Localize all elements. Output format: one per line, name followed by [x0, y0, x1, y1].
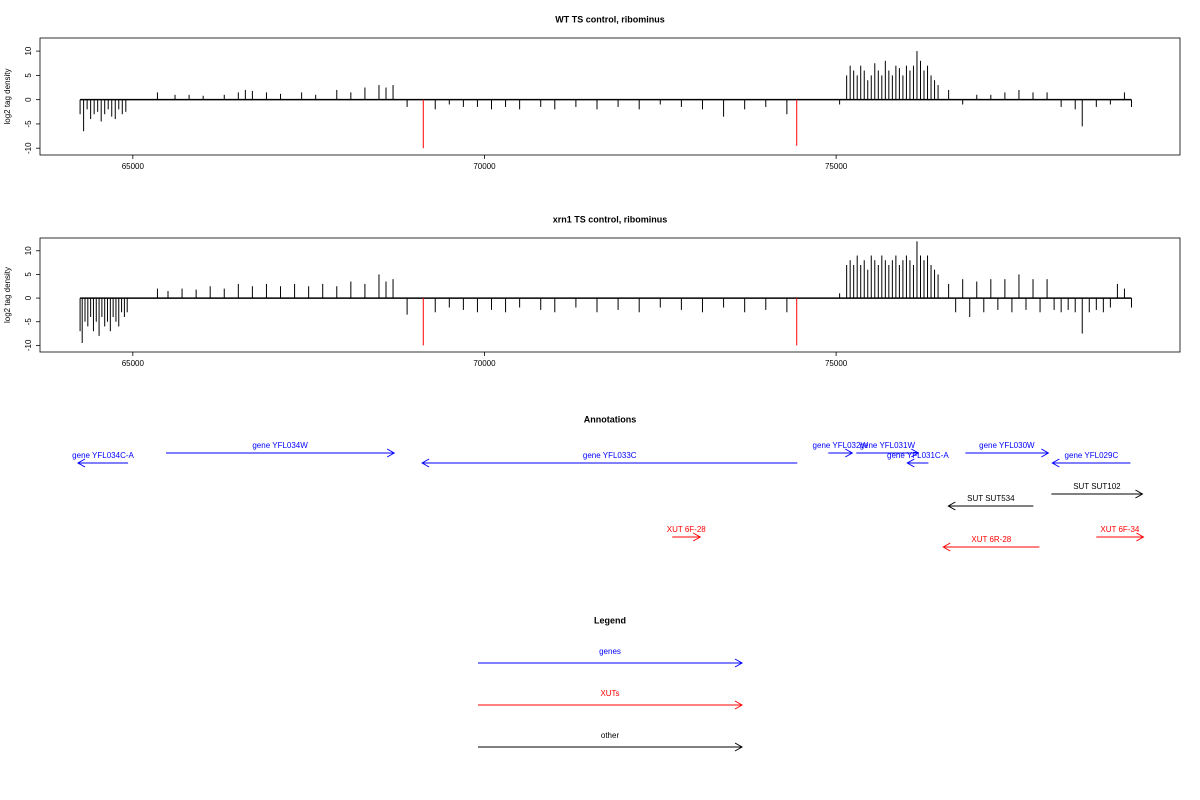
feature-label: XUT 6R-28 [971, 535, 1011, 544]
arrow-head [76, 458, 86, 468]
arrow-head [421, 458, 430, 468]
y-tick-label: 10 [24, 246, 33, 255]
feature-label: XUT 6F-28 [667, 525, 707, 534]
feature-label: gene YFL032W [813, 441, 869, 450]
feature-label: XUT 6F-34 [1100, 525, 1140, 534]
arrow-head [1051, 458, 1060, 468]
y-tick-label: -10 [24, 339, 33, 351]
feature-label: gene YFL033C [583, 451, 637, 460]
chart-title: WT TS control, ribominus [555, 14, 665, 24]
arrow-head [906, 458, 915, 468]
arrow-head [845, 448, 854, 458]
arrow-head [947, 501, 956, 511]
x-tick-label: 75000 [825, 359, 848, 368]
feature-label: gene YFL031C-A [887, 451, 949, 460]
annotations-title: Annotations [584, 414, 637, 424]
arrow-head [1135, 489, 1144, 499]
arrow-head [386, 448, 396, 458]
y-tick-label: 5 [24, 73, 33, 78]
x-tick-label: 65000 [122, 162, 145, 171]
y-tick-label: 0 [24, 295, 33, 300]
y-tick-label: 10 [24, 46, 33, 55]
y-axis-label: log2 tag density [3, 267, 12, 323]
y-axis-label: log2 tag density [3, 68, 12, 124]
arrow-head [1136, 532, 1145, 542]
feature-label: gene YFL030W [979, 441, 1035, 450]
x-tick-label: 70000 [473, 162, 496, 171]
y-tick-label: 5 [24, 272, 33, 277]
plot-frame [39, 37, 1181, 156]
arrow-head [734, 700, 744, 710]
feature-label: gene YFL034W [252, 441, 308, 450]
y-tick-label: -5 [24, 318, 33, 326]
arrow-head [692, 532, 702, 542]
x-tick-label: 70000 [473, 359, 496, 368]
feature-label: gene YFL031W [860, 441, 916, 450]
feature-label: gene YFL034C-A [72, 451, 134, 460]
arrow-head [942, 542, 951, 552]
chart-title: xrn1 TS control, ribominus [553, 214, 668, 224]
arrow-head [734, 742, 744, 752]
feature-label: gene YFL029C [1065, 451, 1119, 460]
y-tick-label: -10 [24, 142, 33, 154]
legend-title: Legend [594, 615, 626, 625]
y-tick-label: -5 [24, 120, 33, 128]
arrow-head [1041, 448, 1050, 458]
legend-label: XUTs [600, 689, 619, 698]
plot-frame [39, 237, 1181, 353]
legend-label: other [601, 731, 620, 740]
feature-label: SUT SUT102 [1073, 482, 1121, 491]
arrow-head [734, 658, 744, 668]
feature-label: SUT SUT534 [967, 494, 1015, 503]
x-tick-label: 65000 [122, 359, 145, 368]
arrow-head [911, 448, 920, 458]
legend-label: genes [599, 647, 621, 656]
x-tick-label: 75000 [825, 162, 848, 171]
y-tick-label: 0 [24, 97, 33, 102]
